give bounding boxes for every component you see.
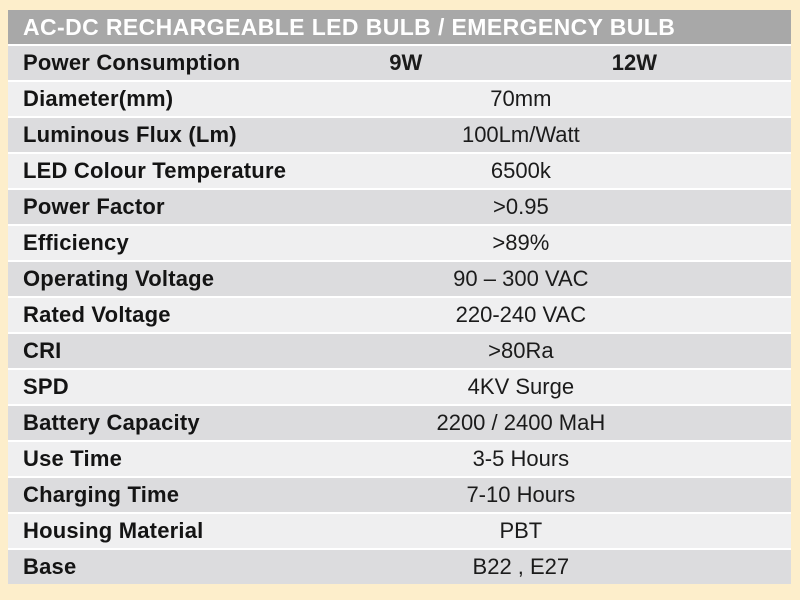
spec-label: Rated Voltage	[23, 302, 171, 327]
spec-value: 2200 / 2400 MaH	[436, 410, 606, 435]
spec-row: Base B22 , E27	[8, 550, 791, 584]
spec-label: Battery Capacity	[23, 410, 200, 435]
spec-value: >89%	[492, 230, 550, 255]
spec-label: Diameter(mm)	[23, 86, 174, 111]
spec-value: 6500k	[490, 158, 551, 183]
spec-value: 90 – 300 VAC	[453, 266, 589, 291]
spec-value: 70mm	[490, 86, 552, 111]
spec-row: Power Factor >0.95	[8, 190, 791, 224]
spec-label: Operating Voltage	[23, 266, 215, 291]
spec-row: Battery Capacity 2200 / 2400 MaH	[8, 406, 791, 440]
spec-row: CRI >80Ra	[8, 334, 791, 368]
spec-row: Diameter(mm) 70mm	[8, 82, 791, 116]
spec-row: Housing Material PBT	[8, 514, 791, 548]
spec-value: PBT	[499, 518, 543, 543]
spec-label: Use Time	[23, 446, 123, 471]
spec-value: 100Lm/Watt	[461, 122, 580, 147]
spec-value: 3-5 Hours	[472, 446, 570, 471]
spec-label: Power Consumption	[23, 50, 241, 75]
table-title: AC-DC RECHARGEABLE LED BULB / EMERGENCY …	[8, 10, 791, 44]
spec-label: LED Colour Temperature	[23, 158, 287, 183]
spec-value: 220-240 VAC	[455, 302, 587, 327]
spec-row: LED Colour Temperature 6500k	[8, 154, 791, 188]
spec-row: Luminous Flux (Lm) 100Lm/Watt	[8, 118, 791, 152]
spec-label: Luminous Flux (Lm)	[23, 122, 237, 147]
spec-value: 9W	[389, 50, 423, 75]
spec-value: >80Ra	[488, 338, 554, 363]
spec-row: Power Consumption 9W 12W	[8, 46, 791, 80]
spec-label: CRI	[23, 338, 62, 363]
spec-row: Charging Time 7-10 Hours	[8, 478, 791, 512]
spec-row: Use Time 3-5 Hours	[8, 442, 791, 476]
spec-value: 12W	[611, 50, 658, 75]
spec-table: AC-DC RECHARGEABLE LED BULB / EMERGENCY …	[8, 10, 791, 584]
spec-label: Efficiency	[23, 230, 129, 255]
spec-row: Efficiency >89%	[8, 226, 791, 260]
spec-row: Operating Voltage 90 – 300 VAC	[8, 262, 791, 296]
spec-label: Power Factor	[23, 194, 165, 219]
spec-label: Base	[23, 554, 77, 579]
spec-value: B22 , E27	[472, 554, 570, 579]
table-rows: Power Consumption 9W 12W Diameter(mm) 70mm Lu…	[8, 46, 791, 584]
spec-row: Rated Voltage 220-240 VAC	[8, 298, 791, 332]
spec-row: SPD 4KV Surge	[8, 370, 791, 404]
spec-label: Charging Time	[23, 482, 180, 507]
spec-value: >0.95	[493, 194, 549, 219]
spec-label: Housing Material	[23, 518, 204, 543]
spec-value: 4KV Surge	[467, 374, 575, 399]
spec-value: 7-10 Hours	[466, 482, 576, 507]
spec-label: SPD	[23, 374, 69, 399]
